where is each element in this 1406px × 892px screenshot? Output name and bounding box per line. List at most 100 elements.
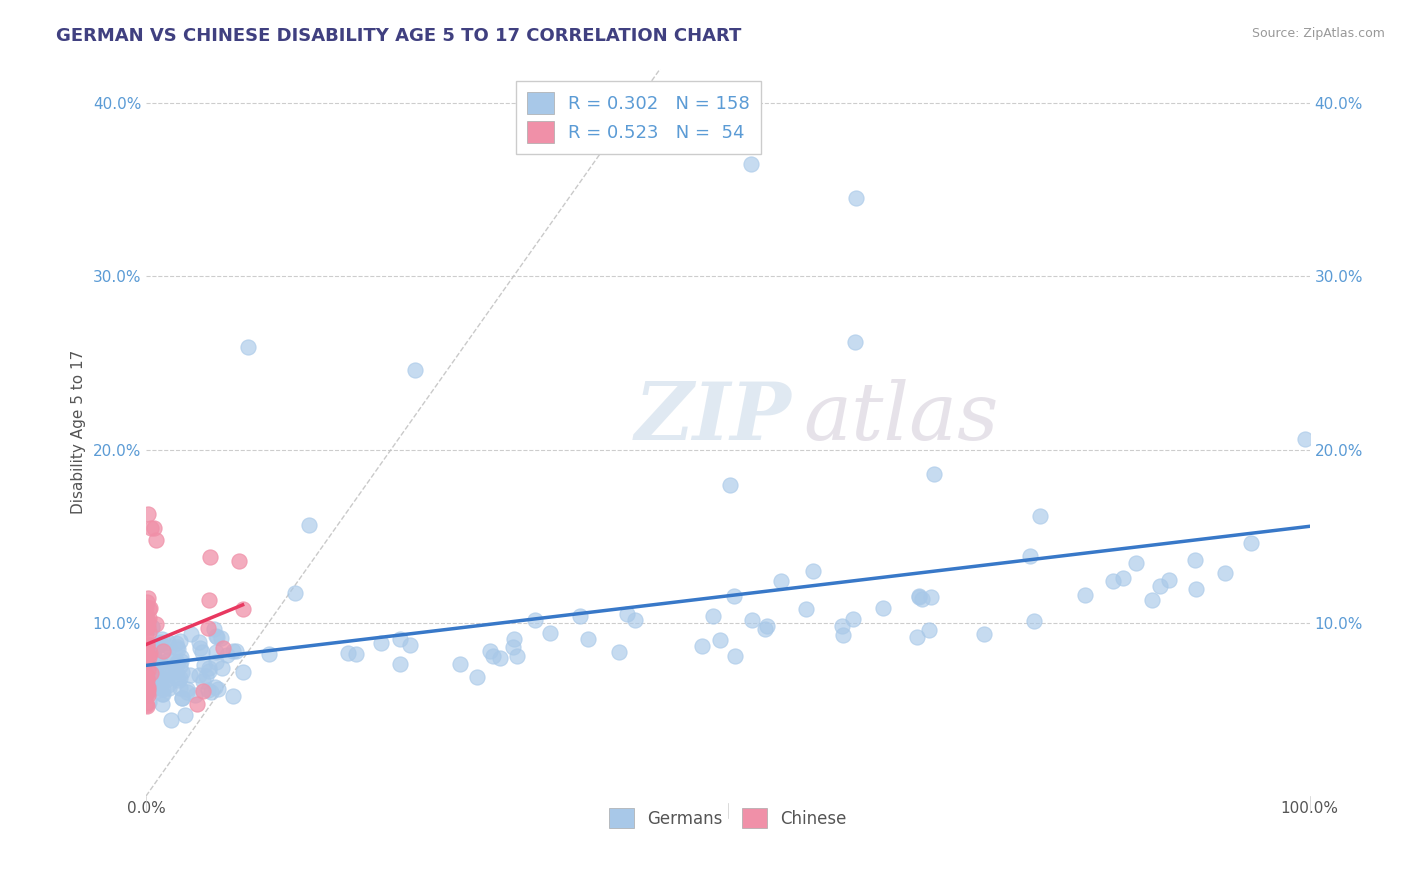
Point bbox=[180, 627, 202, 641]
Point bbox=[1074, 588, 1097, 602]
Point bbox=[1149, 579, 1171, 593]
Point bbox=[135, 696, 157, 710]
Point bbox=[155, 668, 177, 682]
Point bbox=[232, 602, 254, 616]
Point bbox=[191, 645, 214, 659]
Point bbox=[135, 653, 157, 667]
Point bbox=[872, 601, 894, 615]
Point bbox=[336, 646, 359, 660]
Point bbox=[167, 641, 190, 656]
Point bbox=[135, 639, 157, 653]
Point bbox=[135, 685, 157, 699]
Point bbox=[905, 630, 928, 644]
Point bbox=[138, 591, 160, 605]
Point bbox=[211, 660, 233, 674]
Point bbox=[149, 635, 172, 649]
Point bbox=[221, 689, 243, 703]
Point bbox=[616, 607, 638, 622]
Point bbox=[794, 602, 817, 616]
Point bbox=[159, 713, 181, 727]
Point bbox=[138, 663, 160, 677]
Point bbox=[172, 665, 194, 679]
Point bbox=[138, 675, 160, 690]
Point bbox=[139, 520, 162, 534]
Point bbox=[135, 648, 157, 663]
Point bbox=[370, 636, 392, 650]
Point bbox=[1213, 566, 1236, 581]
Point bbox=[187, 635, 209, 649]
Point bbox=[155, 649, 177, 664]
Point bbox=[524, 613, 547, 627]
Point bbox=[770, 574, 793, 588]
Point bbox=[152, 681, 174, 696]
Point bbox=[197, 661, 219, 675]
Point bbox=[388, 632, 411, 646]
Point bbox=[284, 586, 307, 600]
Point bbox=[918, 624, 941, 638]
Point bbox=[135, 600, 157, 615]
Point bbox=[174, 708, 197, 723]
Point bbox=[205, 645, 228, 659]
Point bbox=[149, 678, 172, 692]
Point bbox=[212, 640, 235, 655]
Point bbox=[911, 591, 934, 606]
Point bbox=[155, 673, 177, 687]
Point bbox=[138, 614, 160, 628]
Point bbox=[1022, 614, 1045, 628]
Point bbox=[139, 646, 162, 660]
Point bbox=[152, 643, 174, 657]
Point bbox=[842, 611, 865, 625]
Point bbox=[138, 602, 160, 616]
Point bbox=[624, 613, 647, 627]
Point bbox=[723, 590, 745, 604]
Point bbox=[136, 637, 159, 651]
Point bbox=[404, 363, 426, 377]
Point bbox=[1029, 509, 1052, 524]
Point bbox=[1125, 556, 1147, 570]
Point bbox=[186, 697, 208, 711]
Point bbox=[569, 609, 592, 624]
Point bbox=[150, 632, 173, 646]
Point bbox=[502, 640, 524, 654]
Point bbox=[169, 654, 191, 668]
Point bbox=[169, 634, 191, 648]
Point bbox=[138, 650, 160, 665]
Point bbox=[138, 695, 160, 709]
Point bbox=[197, 683, 219, 698]
Point bbox=[169, 659, 191, 673]
Point bbox=[188, 668, 211, 682]
Point bbox=[1240, 536, 1263, 550]
Point bbox=[1019, 549, 1042, 563]
Point bbox=[576, 632, 599, 647]
Point bbox=[908, 590, 931, 604]
Point bbox=[135, 699, 157, 714]
Point bbox=[193, 673, 215, 688]
Point bbox=[145, 533, 167, 547]
Point bbox=[165, 659, 187, 673]
Point bbox=[228, 553, 250, 567]
Point bbox=[920, 590, 942, 604]
Point bbox=[756, 619, 779, 633]
Point bbox=[143, 650, 166, 665]
Point bbox=[150, 697, 173, 711]
Point bbox=[1142, 592, 1164, 607]
Point bbox=[205, 655, 228, 669]
Point bbox=[157, 640, 180, 654]
Text: atlas: atlas bbox=[803, 379, 998, 457]
Point bbox=[166, 673, 188, 687]
Point bbox=[202, 623, 225, 637]
Point bbox=[136, 681, 159, 695]
Point bbox=[136, 688, 159, 702]
Point bbox=[209, 631, 232, 645]
Point bbox=[136, 648, 159, 662]
Point bbox=[399, 638, 422, 652]
Point bbox=[149, 637, 172, 651]
Point bbox=[136, 507, 159, 521]
Point bbox=[176, 682, 198, 697]
Point bbox=[149, 671, 172, 685]
Point bbox=[188, 640, 211, 655]
Point bbox=[148, 638, 170, 652]
Point bbox=[138, 679, 160, 693]
Point bbox=[135, 673, 157, 687]
Point bbox=[169, 681, 191, 695]
